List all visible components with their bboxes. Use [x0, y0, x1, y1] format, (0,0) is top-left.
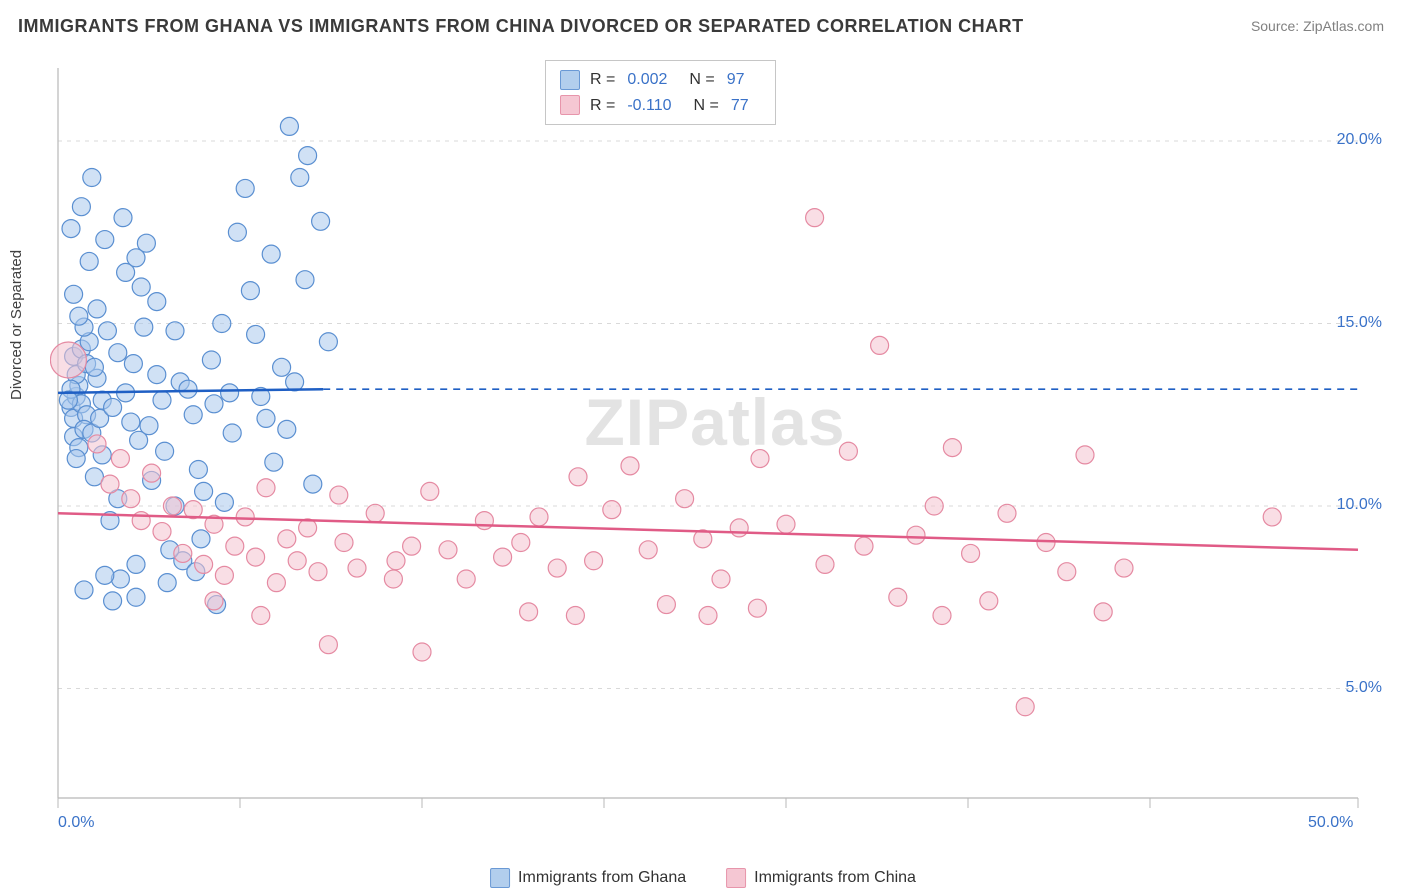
correlation-legend-row: R = 0.002 N = 97 [560, 67, 761, 93]
x-tick-label: 0.0% [58, 814, 94, 832]
correlation-legend: R = 0.002 N = 97 R = -0.110 N = 77 [545, 60, 776, 125]
source-value: ZipAtlas.com [1303, 18, 1384, 34]
legend-label: Immigrants from China [754, 869, 916, 887]
source-credit: Source: ZipAtlas.com [1251, 18, 1384, 34]
legend-label: Immigrants from Ghana [518, 869, 686, 887]
y-tick-label: 10.0% [1337, 496, 1382, 514]
n-label: N = [694, 93, 719, 119]
plot-area: ZIPatlas 5.0%10.0%15.0%20.0%0.0%50.0% [50, 60, 1380, 830]
n-label: N = [689, 67, 714, 93]
x-tick-label: 50.0% [1308, 814, 1353, 832]
y-tick-label: 5.0% [1346, 679, 1382, 697]
source-label: Source: [1251, 18, 1299, 34]
legend-item: Immigrants from Ghana [490, 868, 686, 888]
r-value: 0.002 [627, 67, 667, 93]
y-tick-label: 20.0% [1337, 131, 1382, 149]
r-value: -0.110 [627, 93, 671, 119]
r-label: R = [590, 93, 615, 119]
correlation-legend-row: R = -0.110 N = 77 [560, 93, 761, 119]
n-value: 97 [727, 67, 745, 93]
chart-title: IMMIGRANTS FROM GHANA VS IMMIGRANTS FROM… [18, 16, 1024, 37]
legend-swatch [490, 868, 510, 888]
n-value: 77 [731, 93, 749, 119]
y-tick-label: 15.0% [1337, 314, 1382, 332]
legend-swatch [560, 70, 580, 90]
scatter-svg [50, 60, 1380, 830]
r-label: R = [590, 67, 615, 93]
y-axis-label: Divorced or Separated [8, 250, 25, 400]
legend-swatch [726, 868, 746, 888]
series-legend: Immigrants from Ghana Immigrants from Chi… [490, 868, 916, 888]
legend-item: Immigrants from China [726, 868, 916, 888]
legend-swatch [560, 95, 580, 115]
